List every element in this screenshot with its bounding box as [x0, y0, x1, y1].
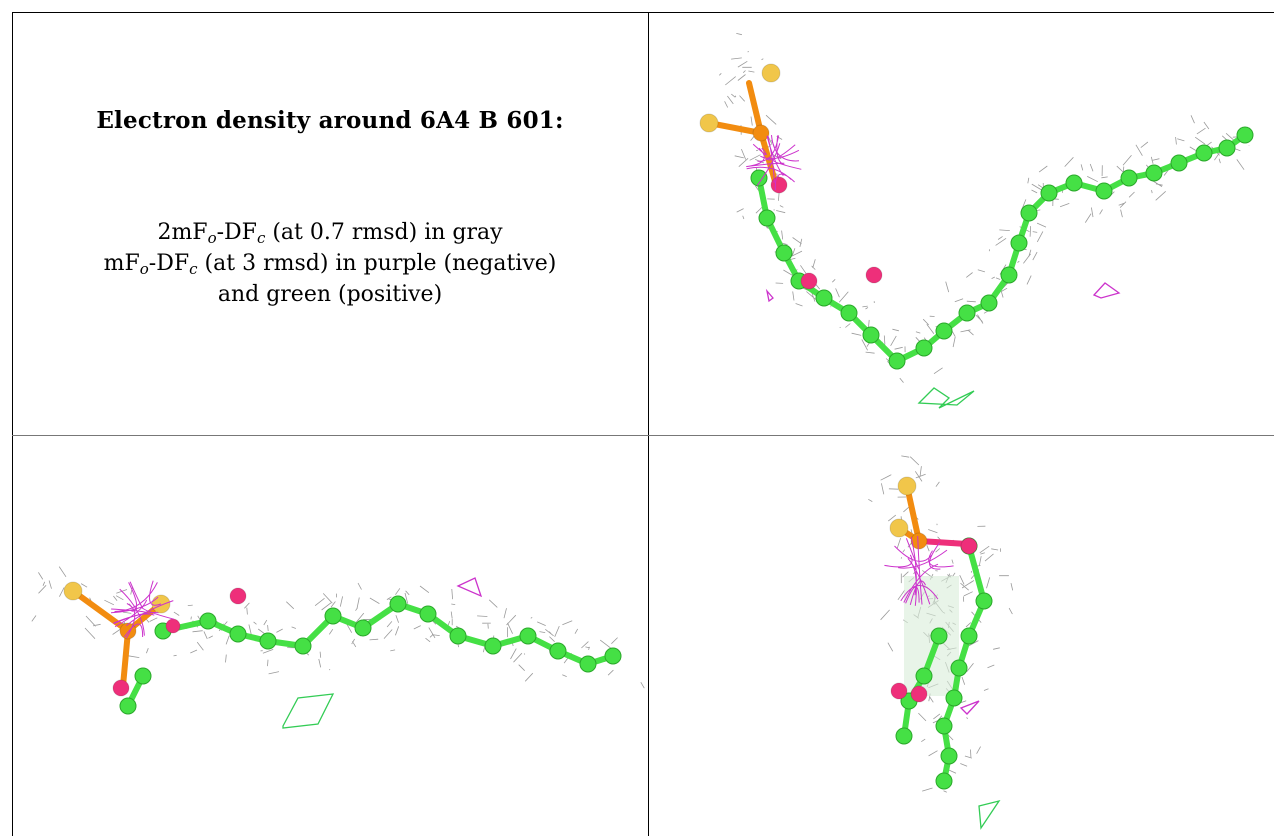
sulfur-atom — [889, 518, 909, 538]
oxygen-atom — [890, 682, 908, 700]
sulfur-atom — [897, 476, 917, 496]
caption-cell: Electron density around 6A4 B 601: 2mFo-… — [12, 12, 648, 435]
negative-density-blob — [1092, 282, 1121, 299]
negative-density-blob — [959, 700, 980, 715]
legend-line-2fo-fc: 2mFo-DFc (at 0.7 rmsd) in gray — [157, 220, 503, 247]
grid-middle-divider — [12, 435, 1274, 436]
oxygen-atom — [165, 618, 181, 634]
grid-left-border — [12, 12, 13, 836]
phosphate-bond — [120, 628, 131, 689]
oxygen-atom — [770, 176, 788, 194]
sulfur-atom — [699, 113, 719, 133]
oxygen-atom — [229, 587, 247, 605]
negative-density-blob — [456, 577, 483, 598]
figure-title: Electron density around 6A4 B 601: — [96, 107, 564, 134]
oxygen-atom — [112, 679, 130, 697]
oxygen-atom — [910, 685, 928, 703]
positive-density-blob — [978, 799, 1001, 830]
sulfur-atom — [761, 63, 781, 83]
grid-top-border — [12, 12, 1274, 13]
density-mesh — [719, 33, 1250, 383]
density-view-bottom-right-svg — [868, 455, 1014, 830]
density-view-top-right — [649, 13, 1274, 435]
phosphate-bond — [916, 538, 970, 547]
phosphate-bond — [746, 80, 764, 136]
density-view-bottom-left-svg — [31, 566, 645, 729]
negative-density-blob — [110, 580, 175, 639]
negative-density-blob — [746, 135, 802, 191]
phosphate-bond — [904, 483, 922, 544]
phosphorus-atom — [119, 622, 137, 640]
positive-density-blob — [917, 387, 975, 409]
positive-density-blob — [282, 693, 335, 729]
grid-center-divider — [648, 12, 649, 836]
legend-line-fo-fc: mFo-DFc (at 3 rmsd) in purple (negative) — [103, 251, 557, 278]
negative-density-blob — [884, 535, 954, 606]
legend-line-positive: and green (positive) — [217, 282, 443, 307]
ligand-carbon-chain — [935, 537, 993, 790]
phosphorus-atom — [752, 124, 770, 142]
oxygen-atom — [960, 537, 978, 555]
ligand-carbon-chain — [154, 595, 622, 673]
negative-density-blob — [765, 288, 774, 303]
density-view-bottom-left — [13, 436, 648, 836]
ligand-carbon-chain — [750, 126, 1254, 370]
sulfur-atom — [63, 581, 83, 601]
oxygen-atom — [865, 266, 883, 284]
ligand-carbon-chain — [119, 667, 152, 715]
oxygen-atom — [800, 272, 818, 290]
density-view-top-right-svg — [699, 33, 1254, 409]
density-view-bottom-right — [649, 436, 1274, 836]
density-legend: 2mFo-DFc (at 0.7 rmsd) in gray mFo-DFc (… — [12, 217, 648, 310]
phosphorus-atom — [910, 532, 928, 550]
